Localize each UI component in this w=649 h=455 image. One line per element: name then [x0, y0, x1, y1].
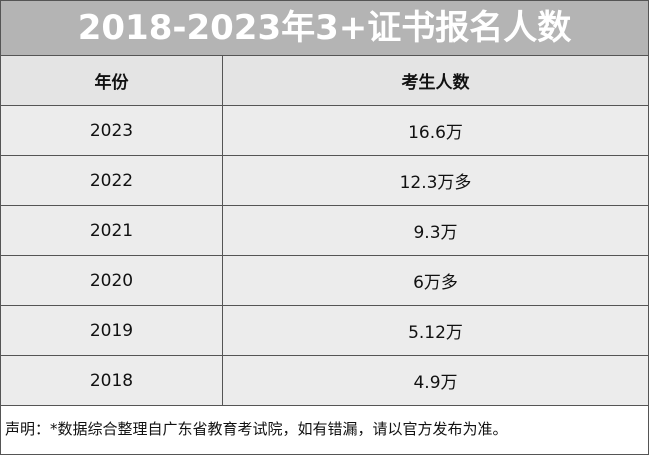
year-cell: 2022 [1, 155, 223, 206]
table-row: 2020 6万多 [1, 255, 648, 306]
count-cell: 9.3万 [222, 205, 648, 256]
year-cell: 2019 [1, 305, 223, 356]
count-cell: 16.6万 [222, 105, 648, 156]
table-body: 2023 16.6万 2022 12.3万多 2021 9.3万 2020 6万多 2019 5.… [1, 105, 648, 406]
title: 2018-2023年3+证书报名人数 [1, 1, 648, 56]
year-cell: 2018 [1, 355, 223, 406]
table: 年份 考生人数 2023 16.6万 2022 12.3万多 2021 9.3万 2020 6… [1, 56, 648, 406]
count-cell: 5.12万 [222, 305, 648, 356]
year-cell: 2020 [1, 255, 223, 306]
note: 声明：*数据综合整理自广东省教育考试院，如有错漏，请以官方发布为准。 [5, 420, 508, 438]
table-row: 2019 5.12万 [1, 305, 648, 356]
table-row: 2022 12.3万多 [1, 155, 648, 206]
count-cell: 4.9万 [222, 355, 648, 406]
column-header: 年份 [1, 56, 223, 106]
table-row: 2021 9.3万 [1, 205, 648, 256]
year-cell: 2023 [1, 105, 223, 156]
header-row: 年份 考生人数 [1, 56, 648, 106]
column-header: 考生人数 [222, 56, 648, 106]
table-row: 2023 16.6万 [1, 105, 648, 156]
count-cell: 12.3万多 [222, 155, 648, 206]
year-cell: 2021 [1, 205, 223, 256]
count-cell: 6万多 [222, 255, 648, 306]
table-row: 2018 4.9万 [1, 355, 648, 406]
